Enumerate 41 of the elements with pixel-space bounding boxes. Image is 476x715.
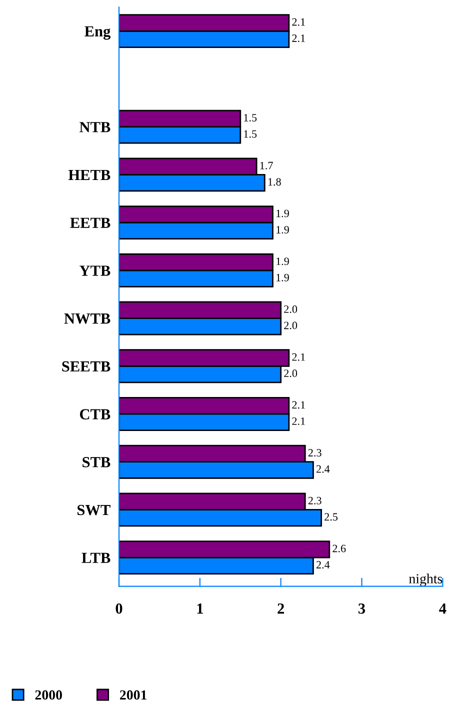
x-tick-label: 1 (197, 603, 203, 614)
data-label: 1.9 (276, 210, 289, 218)
data-label: 2.1 (292, 34, 305, 42)
y-tick-label: LTB (82, 552, 110, 563)
y-tick-label: EETB (70, 218, 110, 228)
data-label: 2.0 (284, 305, 298, 313)
y-tick-label: SWT (78, 504, 110, 516)
data-label: 1.5 (244, 114, 257, 122)
data-label: 2.6 (332, 544, 346, 552)
data-label: 2.1 (292, 18, 305, 26)
data-label: 2.1 (292, 353, 305, 361)
data-label: 2.0 (284, 370, 298, 378)
data-label: 1.9 (276, 258, 289, 266)
data-label: 1.5 (244, 130, 257, 138)
y-tick-label: CTB (80, 409, 110, 420)
y-tick-label: NTB (80, 122, 110, 132)
x-tick-label: 4 (439, 604, 446, 614)
x-axis-title: nights (409, 574, 442, 586)
legend-label: 2000 (35, 690, 62, 700)
x-tick-label: 2 (278, 603, 284, 614)
y-tick-label: YTB (80, 266, 110, 276)
data-label: 1.7 (260, 162, 273, 170)
x-tick-label: 0 (116, 603, 122, 614)
y-tick-label: NWTB (64, 314, 110, 324)
y-tick-label: HETB (68, 170, 110, 180)
data-label: 2.1 (292, 401, 305, 409)
data-label: 2.1 (292, 417, 305, 425)
legend-label: 2001 (120, 690, 147, 700)
x-tick-label: 3 (358, 603, 366, 614)
data-label: 2.3 (308, 449, 322, 457)
y-tick-label: Eng (84, 26, 111, 40)
data-label: 2.3 (308, 496, 322, 504)
data-label: 2.0 (284, 322, 298, 330)
data-label: 2.5 (324, 513, 338, 521)
data-label: 1.8 (268, 178, 281, 186)
data-label: 2.4 (316, 465, 330, 473)
data-label: 2.4 (316, 561, 330, 569)
y-tick-label: STB (82, 457, 110, 468)
y-tick-label: SEETB (62, 361, 110, 372)
data-label: 1.9 (276, 226, 289, 234)
data-label: 1.9 (276, 274, 289, 282)
